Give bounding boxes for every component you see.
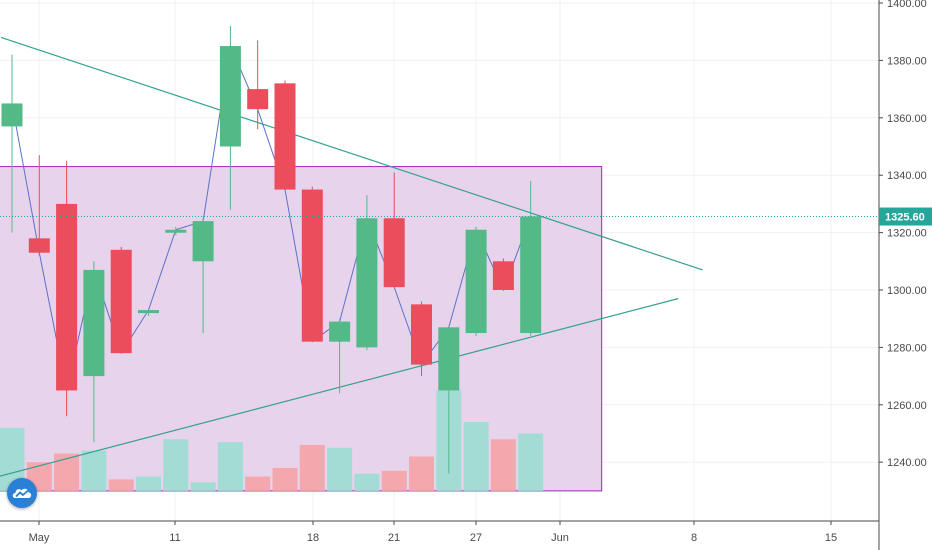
time-tick-label: 11	[169, 532, 180, 544]
candle-body	[356, 218, 378, 348]
time-tick-label: 18	[307, 532, 319, 544]
candle-body	[274, 83, 296, 190]
price-tick-label: 1360.00	[887, 113, 927, 125]
candle-body	[56, 203, 78, 391]
candle-body	[192, 221, 214, 262]
price-tick-label: 1300.00	[887, 285, 927, 297]
candle-body	[28, 238, 50, 253]
price-tick-label: 1280.00	[887, 342, 927, 354]
volume-bar	[217, 442, 243, 491]
volume-bar	[108, 479, 134, 491]
candle-body	[301, 189, 323, 342]
candle-body	[383, 218, 405, 288]
trendlines[interactable]	[0, 36, 703, 477]
time-tick-label: 15	[825, 532, 837, 544]
trendline	[0, 36, 703, 271]
volume-bar	[163, 439, 189, 491]
price-tick-label: 1260.00	[887, 400, 927, 412]
volume-bar	[190, 482, 216, 491]
candle-body	[329, 321, 351, 342]
candle-body	[520, 216, 542, 334]
trendline	[0, 298, 679, 477]
volume-bar	[518, 433, 544, 491]
candle-body	[247, 89, 269, 110]
price-axis-ticks: 1240.00 1260.00 1280.00 1300.00 1320.00 1340.…	[879, 0, 927, 469]
time-axis-ticks: May 11 18 21 27 Jun 8 15	[29, 521, 837, 544]
candle-body	[1, 103, 23, 127]
time-axis[interactable]: May 11 18 21 27 Jun 8 15	[0, 520, 879, 544]
price-tick-label: 1340.00	[887, 170, 927, 182]
candle-body	[465, 229, 487, 334]
time-tick-label: 21	[388, 532, 400, 544]
volume-bar	[299, 444, 325, 491]
candle-body	[110, 249, 132, 354]
time-tick-label: May	[29, 532, 50, 544]
candle-body	[165, 229, 187, 233]
candle-body	[138, 310, 159, 314]
last-price-label: 1325.60	[879, 207, 932, 226]
volume-bar	[354, 473, 380, 491]
candle-body	[492, 261, 514, 290]
candles	[1, 25, 542, 474]
time-tick-label: 27	[470, 532, 482, 544]
tradingview-logo-button[interactable]	[7, 478, 37, 508]
volume-bar	[245, 476, 271, 491]
volume-bar	[409, 456, 434, 491]
last-price-text: 1325.60	[885, 212, 925, 224]
time-tick-label: 8	[691, 532, 697, 544]
last-price-box	[879, 207, 932, 226]
price-axis[interactable]: 1240.00 1260.00 1280.00 1300.00 1320.00 1340.…	[878, 0, 927, 550]
candle-body	[83, 269, 105, 377]
cloud-chart-icon	[12, 488, 32, 498]
candle-body	[219, 46, 241, 147]
volume-bar	[136, 476, 161, 491]
volume-bar	[381, 470, 407, 491]
volume-bar	[272, 467, 298, 491]
volume-bar	[327, 447, 353, 491]
volume-bar	[463, 422, 489, 491]
candle-body	[411, 304, 432, 365]
price-tick-label: 1380.00	[887, 55, 927, 67]
volume-bar	[54, 453, 80, 491]
time-tick-label: Jun	[551, 532, 569, 544]
price-tick-label: 1320.00	[887, 228, 927, 240]
volume-bar	[81, 450, 107, 491]
price-tick-label: 1240.00	[887, 457, 927, 469]
volume-bar	[490, 439, 516, 491]
candle-body	[438, 327, 460, 391]
price-tick-label: 1400.00	[887, 0, 927, 10]
